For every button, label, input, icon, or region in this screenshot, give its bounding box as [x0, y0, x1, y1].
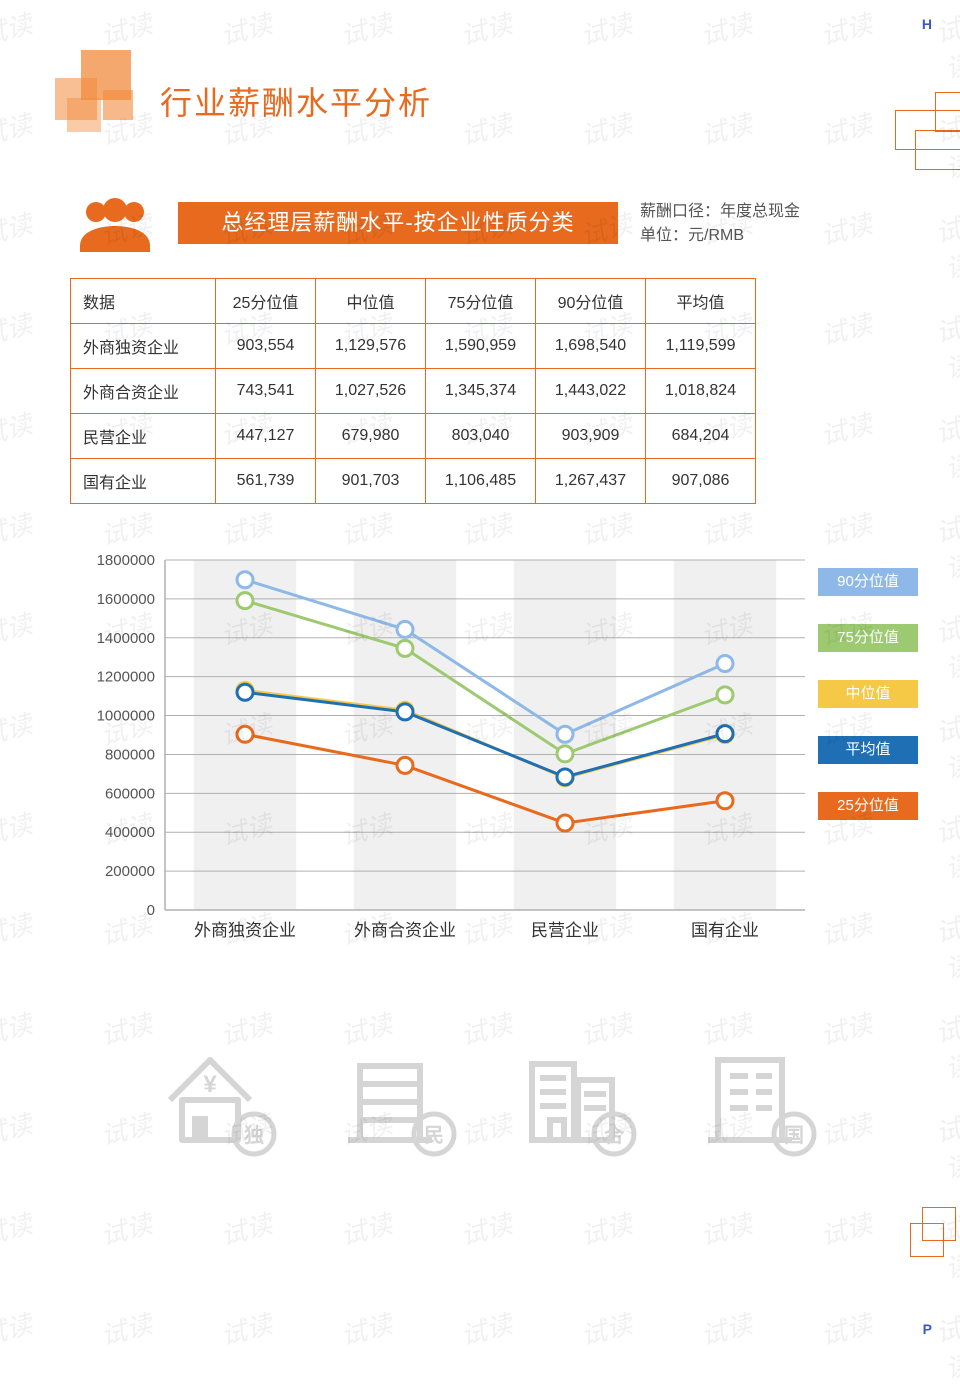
page-title: 行业薪酬水平分析	[160, 78, 432, 124]
corner-marker-p: P	[923, 1321, 932, 1337]
table-cell: 561,739	[216, 459, 316, 504]
svg-text:400000: 400000	[105, 824, 155, 841]
legend-item: 中位值	[818, 680, 918, 708]
people-icon	[70, 198, 160, 259]
legend-item: 平均值	[818, 736, 918, 764]
table-header: 中位值	[316, 279, 426, 324]
table-cell: 907,086	[646, 459, 756, 504]
svg-text:1400000: 1400000	[97, 630, 155, 647]
table-cell: 1,129,576	[316, 324, 426, 369]
footer-icon: 国	[690, 1030, 830, 1160]
footer-icon: ¥ 独	[150, 1030, 290, 1160]
table-cell: 447,127	[216, 414, 316, 459]
svg-text:合: 合	[604, 1123, 625, 1147]
chart-legend: 90分位值 75分位值中位值平均值 25分位值	[818, 568, 918, 848]
footer-icon-row: ¥ 独 民 合	[150, 1030, 830, 1160]
table-cell: 1,119,599	[646, 324, 756, 369]
svg-text:200000: 200000	[105, 863, 155, 880]
svg-text:0: 0	[147, 902, 155, 919]
table-header: 25分位值	[216, 279, 316, 324]
table-cell: 1,698,540	[536, 324, 646, 369]
table-cell: 1,267,437	[536, 459, 646, 504]
table-cell: 679,980	[316, 414, 426, 459]
table-header: 90分位值	[536, 279, 646, 324]
line-chart: 0 200000 400000 600000 800000 1000000 1200000 1…	[70, 550, 890, 970]
salary-table: 数据25分位值中位值75分位值90分位值平均值外商独资企业903,5541,12…	[70, 278, 756, 504]
table-cell: 803,040	[426, 414, 536, 459]
table-cell: 1,345,374	[426, 369, 536, 414]
svg-text:800000: 800000	[105, 746, 155, 763]
table-cell: 1,027,526	[316, 369, 426, 414]
footer-icon: 民	[330, 1030, 470, 1160]
meta-line2: 单位：元/RMB	[640, 224, 800, 248]
svg-text:1800000: 1800000	[97, 552, 155, 569]
footer-icon: 合	[510, 1030, 650, 1160]
table-cell: 684,204	[646, 414, 756, 459]
table-cell: 903,909	[536, 414, 646, 459]
table-cell: 1,106,485	[426, 459, 536, 504]
svg-text:国: 国	[784, 1125, 804, 1147]
table-cell: 1,443,022	[536, 369, 646, 414]
table-cell: 1,590,959	[426, 324, 536, 369]
table-cell: 901,703	[316, 459, 426, 504]
svg-text:民营企业: 民营企业	[531, 921, 599, 940]
legend-item: 25分位值	[818, 792, 918, 820]
table-header: 平均值	[646, 279, 756, 324]
table-cell: 外商独资企业	[71, 324, 216, 369]
svg-text:外商独资企业: 外商独资企业	[194, 921, 296, 940]
svg-text:国有企业: 国有企业	[691, 921, 759, 940]
legend-item: 75分位值	[818, 624, 918, 652]
svg-text:600000: 600000	[105, 785, 155, 802]
meta-text: 薪酬口径：年度总现金 单位：元/RMB	[640, 200, 800, 248]
table-cell: 743,541	[216, 369, 316, 414]
table-cell: 国有企业	[71, 459, 216, 504]
table-cell: 外商合资企业	[71, 369, 216, 414]
svg-text:外商合资企业: 外商合资企业	[354, 921, 456, 940]
svg-text:1200000: 1200000	[97, 669, 155, 686]
corner-marker-h: H	[922, 16, 932, 32]
table-header: 75分位值	[426, 279, 536, 324]
table-cell: 1,018,824	[646, 369, 756, 414]
table-cell: 民营企业	[71, 414, 216, 459]
svg-text:民: 民	[424, 1125, 444, 1147]
table-header: 数据	[71, 279, 216, 324]
legend-item: 90分位值	[818, 568, 918, 596]
svg-text:1600000: 1600000	[97, 591, 155, 608]
svg-text:¥: ¥	[203, 1071, 217, 1098]
table-cell: 903,554	[216, 324, 316, 369]
svg-text:独: 独	[244, 1124, 264, 1147]
svg-text:1000000: 1000000	[97, 708, 155, 725]
section-bar: 总经理层薪酬水平-按企业性质分类	[178, 202, 618, 244]
meta-line1: 薪酬口径：年度总现金	[640, 200, 800, 224]
